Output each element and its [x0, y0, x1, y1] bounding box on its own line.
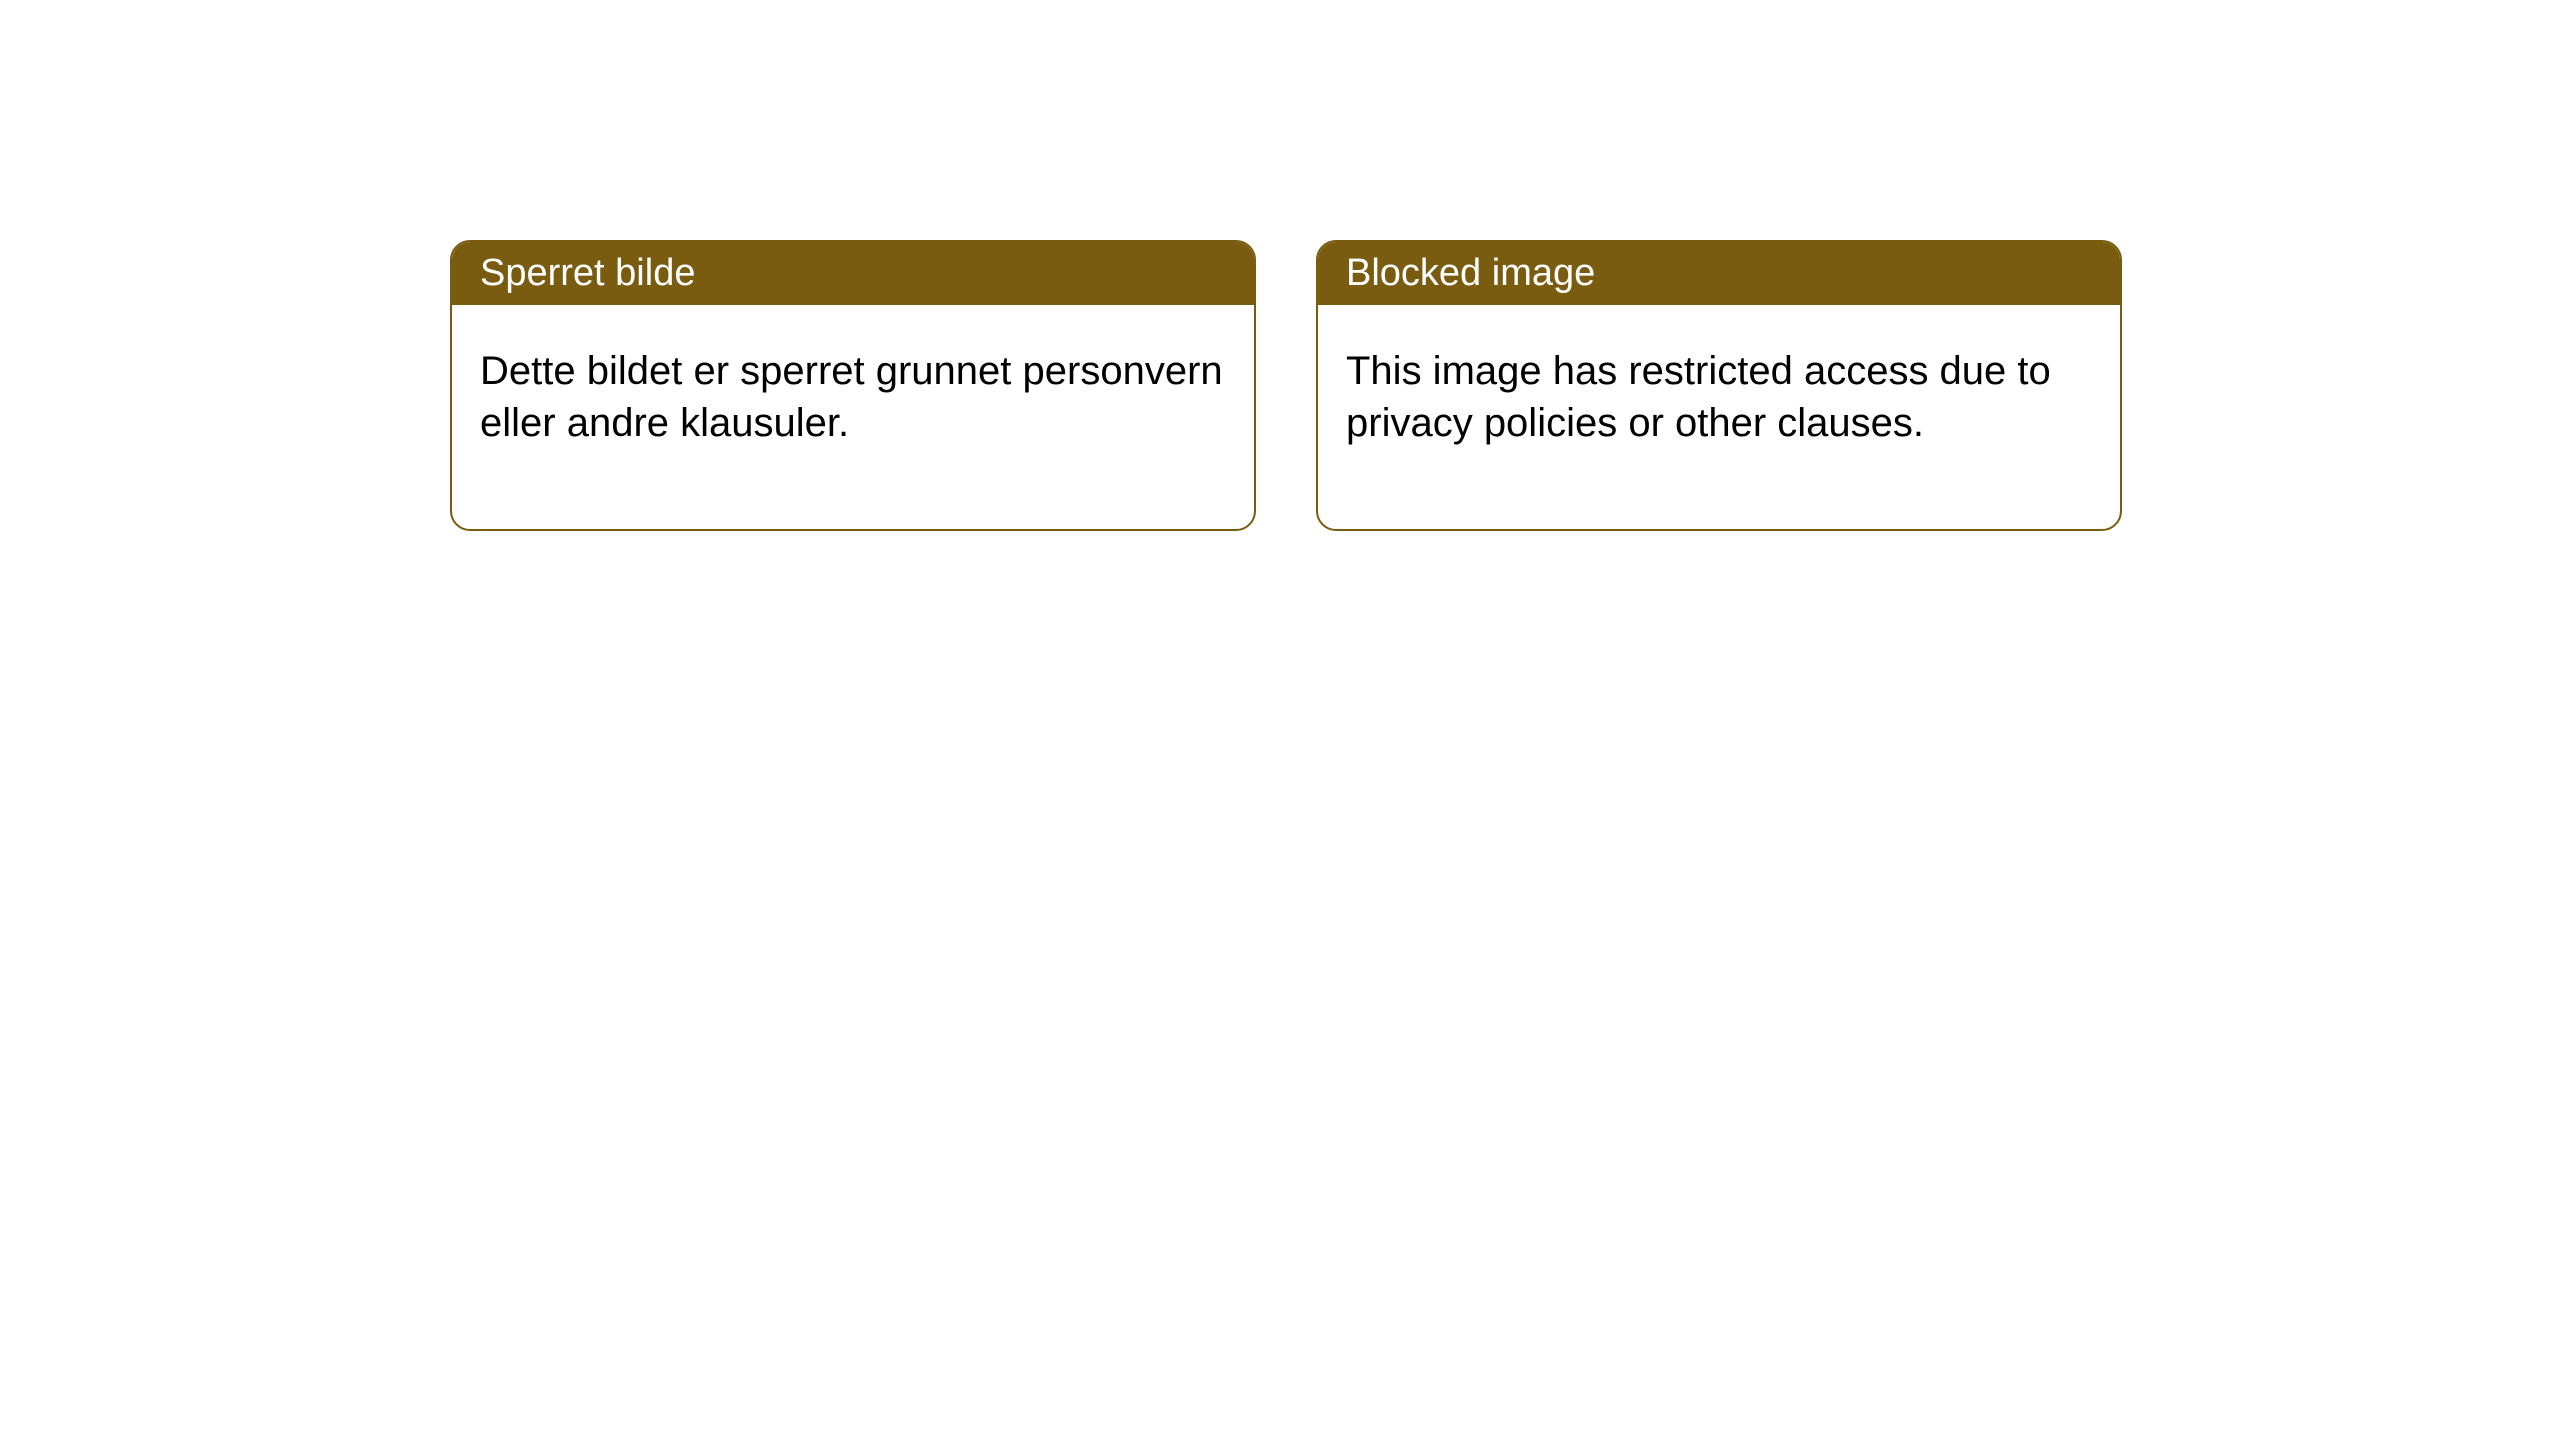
notice-body-text: This image has restricted access due to …: [1346, 349, 2051, 445]
notice-header: Sperret bilde: [452, 242, 1254, 305]
notice-body: Dette bildet er sperret grunnet personve…: [452, 305, 1254, 529]
notice-title: Sperret bilde: [480, 252, 695, 294]
notice-card-english: Blocked image This image has restricted …: [1316, 240, 2122, 531]
notice-title: Blocked image: [1346, 252, 1595, 294]
notice-body-text: Dette bildet er sperret grunnet personve…: [480, 349, 1223, 445]
notice-header: Blocked image: [1318, 242, 2120, 305]
notice-body: This image has restricted access due to …: [1318, 305, 2120, 529]
notice-card-norwegian: Sperret bilde Dette bildet er sperret gr…: [450, 240, 1256, 531]
notice-cards-container: Sperret bilde Dette bildet er sperret gr…: [0, 0, 2560, 531]
